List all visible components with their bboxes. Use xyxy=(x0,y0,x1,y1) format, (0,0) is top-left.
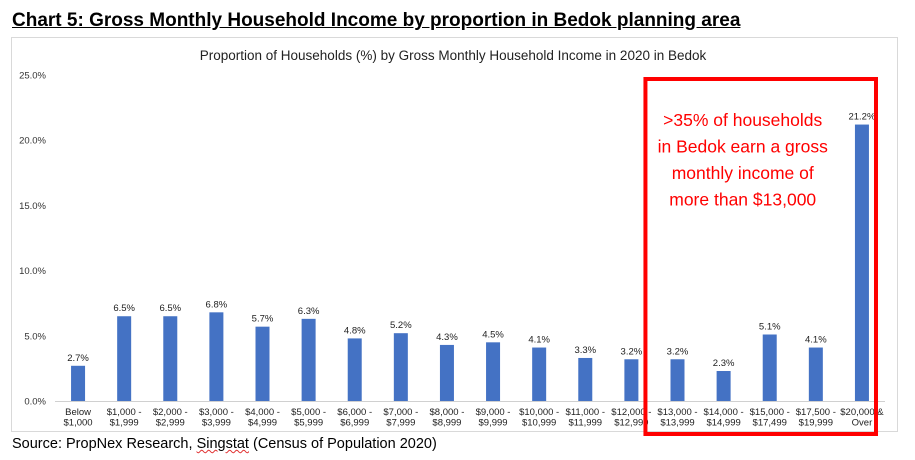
bar xyxy=(578,357,593,401)
x-tick-label: $9,000 - xyxy=(476,407,511,418)
x-tick-label: $20,000 & xyxy=(840,407,884,418)
x-tick-label: $12,999 xyxy=(614,418,648,429)
bar xyxy=(486,342,501,401)
data-label: 3.3% xyxy=(574,345,596,356)
chart-title: Proportion of Households (%) by Gross Mo… xyxy=(200,48,707,63)
bar xyxy=(255,326,270,401)
x-tick-label: $7,999 xyxy=(386,418,415,429)
data-label: 21.2% xyxy=(848,112,875,123)
y-tick-label: 10.0% xyxy=(19,266,46,277)
source-flagged-word: Singstat xyxy=(196,436,249,452)
x-tick-label: $15,000 - xyxy=(750,407,790,418)
bar xyxy=(71,365,86,401)
annotation-line: in Bedok earn a gross xyxy=(658,137,828,157)
data-label: 4.3% xyxy=(436,332,458,343)
y-axis: 0.0% 5.0% 10.0% 15.0% 20.0% 25.0% xyxy=(19,71,46,408)
annotation: >35% of households in Bedok earn a gross m… xyxy=(643,77,879,436)
x-tick-label: $8,000 - xyxy=(430,407,465,418)
bar xyxy=(209,312,224,401)
x-axis: Below$1,000 $1,000 -$1,999 $2,000 -$2,999 $… xyxy=(55,401,885,429)
y-tick-label: 0.0% xyxy=(24,397,46,408)
x-tick-label: $12,000 - xyxy=(611,407,651,418)
x-tick-label: $2,999 xyxy=(156,418,185,429)
chart-frame xyxy=(11,37,898,432)
page-heading: Chart 5: Gross Monthly Household Income … xyxy=(12,10,741,31)
x-tick-label: $1,000 - xyxy=(107,407,142,418)
x-tick-label: $19,999 xyxy=(799,418,833,429)
data-label: 4.8% xyxy=(344,325,366,336)
x-tick-label: $9,999 xyxy=(479,418,508,429)
data-label: 4.1% xyxy=(805,335,827,346)
x-tick-label: $4,999 xyxy=(248,418,277,429)
bar xyxy=(393,333,408,401)
x-tick-label: $10,000 - xyxy=(519,407,559,418)
x-tick-label: $17,500 - xyxy=(796,407,836,418)
bar xyxy=(347,338,362,401)
y-tick-label: 15.0% xyxy=(19,201,46,212)
x-tick-label: $1,000 xyxy=(64,418,93,429)
x-tick-label: $6,999 xyxy=(340,418,369,429)
x-tick-label: $3,999 xyxy=(202,418,231,429)
data-label: 2.7% xyxy=(67,353,89,364)
data-label: 6.5% xyxy=(159,303,181,314)
y-tick-label: 20.0% xyxy=(19,136,46,147)
x-tick-label: $5,999 xyxy=(294,418,323,429)
data-label: 6.8% xyxy=(206,299,228,310)
x-tick-label: $2,000 - xyxy=(153,407,188,418)
data-label: 2.3% xyxy=(713,358,735,369)
x-tick-label: $17,499 xyxy=(753,418,787,429)
x-tick-label: $6,000 - xyxy=(337,407,372,418)
highlight-box xyxy=(643,77,879,436)
data-label: 4.1% xyxy=(528,335,550,346)
bar xyxy=(532,347,547,401)
data-label: 6.3% xyxy=(298,306,320,317)
bar xyxy=(301,318,316,401)
bar xyxy=(808,347,823,401)
x-tick-label: $13,999 xyxy=(660,418,694,429)
data-label: 3.2% xyxy=(667,346,689,357)
data-label: 4.5% xyxy=(482,329,504,340)
y-tick-label: 25.0% xyxy=(19,71,46,82)
x-tick-label: $3,000 - xyxy=(199,407,234,418)
x-tick-label: $14,000 - xyxy=(704,407,744,418)
bar xyxy=(762,334,777,401)
bar xyxy=(163,316,178,401)
x-tick-label: Over xyxy=(852,418,873,429)
x-tick-label: $1,999 xyxy=(110,418,139,429)
x-tick-label: $5,000 - xyxy=(291,407,326,418)
x-tick-label: $14,999 xyxy=(706,418,740,429)
source-note: Source: PropNex Research, Singstat (Cens… xyxy=(12,436,437,452)
bar xyxy=(117,316,132,401)
x-tick-label: $4,000 - xyxy=(245,407,280,418)
bar xyxy=(854,124,869,401)
bar xyxy=(716,371,731,401)
x-tick-label: $11,999 xyxy=(568,418,602,429)
bar xyxy=(439,344,454,401)
data-label: 5.1% xyxy=(759,321,781,332)
x-tick-label: $8,999 xyxy=(432,418,461,429)
x-tick-label: $13,000 - xyxy=(657,407,697,418)
annotation-line: monthly income of xyxy=(672,163,814,183)
annotation-line: >35% of households xyxy=(663,110,822,130)
x-tick-label: $10,999 xyxy=(522,418,556,429)
y-tick-label: 5.0% xyxy=(24,331,46,342)
data-label: 5.7% xyxy=(252,314,274,325)
bar-series: 2.7% 6.5% 6.5% 6.8% 5.7% 6.3% 4.8% 5.2% 4.3% 4.5%… xyxy=(67,112,876,401)
x-tick-label: Below xyxy=(65,407,91,418)
data-label: 3.2% xyxy=(621,346,643,357)
bar xyxy=(624,359,639,401)
bar xyxy=(670,359,685,401)
data-label: 6.5% xyxy=(113,303,135,314)
annotation-line: more than $13,000 xyxy=(669,190,816,210)
source-prefix: Source: PropNex Research, xyxy=(12,436,197,452)
x-tick-label: $7,000 - xyxy=(383,407,418,418)
data-label: 5.2% xyxy=(390,320,412,331)
x-tick-label: $11,000 - xyxy=(566,407,605,418)
source-suffix: (Census of Population 2020) xyxy=(248,436,437,452)
